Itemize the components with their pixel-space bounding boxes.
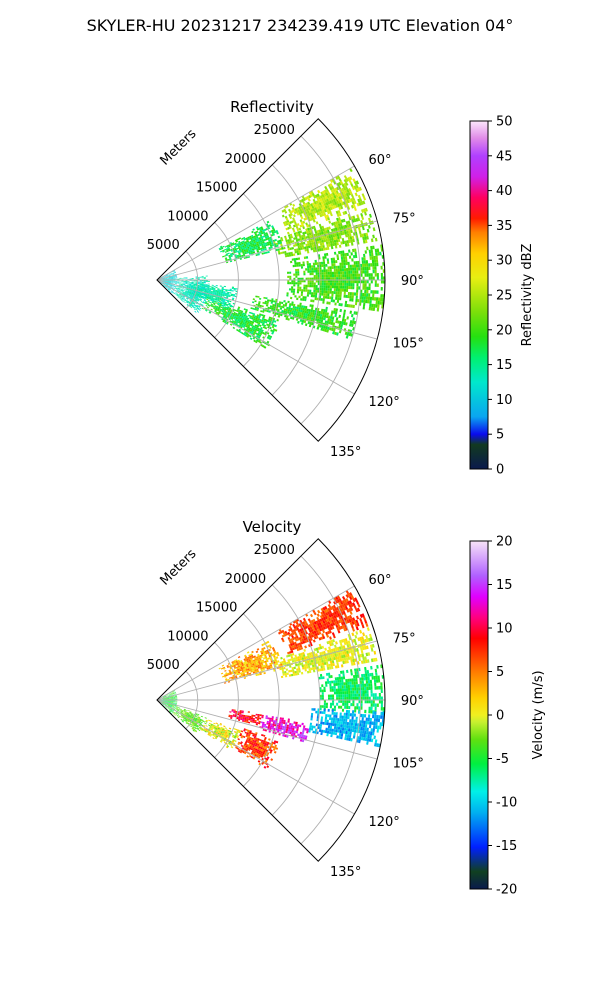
range-tick-label: 20000	[225, 572, 266, 587]
colorbar-tick-label: 50	[496, 115, 513, 130]
echo-region	[272, 627, 378, 679]
colorbar-tick-label: 0	[496, 709, 504, 724]
colorbar-label: Velocity (m/s)	[531, 670, 546, 759]
colorbar-tick-label: 20	[496, 323, 513, 338]
sector-frame	[156, 118, 386, 442]
range-tick-label: 5000	[147, 658, 180, 673]
azimuth-spoke	[156, 165, 355, 281]
sector-frame	[156, 538, 386, 862]
azimuth-spoke	[156, 699, 355, 815]
echo-region	[286, 244, 385, 312]
azimuth-spoke	[156, 699, 378, 760]
colorbar-tick-label: 5	[496, 665, 504, 680]
colorbar-tick-label: -20	[496, 883, 517, 898]
range-tick-label: 15000	[196, 601, 237, 616]
colorbar-tick-label: 40	[496, 184, 513, 199]
echo-region	[278, 590, 369, 655]
echo-region	[250, 295, 359, 339]
azimuth-tick-label: 105°	[393, 337, 424, 352]
range-tick-label: 10000	[167, 209, 208, 224]
range-tick-label: 5000	[147, 238, 180, 253]
azimuth-tick-label: 105°	[393, 757, 424, 772]
figure-suptitle: SKYLER-HU 20231217 234239.419 UTC Elevat…	[87, 16, 514, 35]
echo-region	[228, 709, 262, 726]
range-tick-label: 25000	[254, 543, 295, 558]
colorbar-tick-label: 5	[496, 428, 504, 443]
azimuth-tick-label: 120°	[368, 815, 399, 830]
colorbar-label: Reflectivity dBZ	[520, 244, 535, 347]
echo-region	[318, 664, 385, 715]
azimuth-tick-label: 75°	[393, 211, 416, 226]
azimuth-spoke	[156, 279, 378, 340]
colorbar-tick-label: 25	[496, 289, 513, 304]
colorbar-tick-label: -5	[496, 752, 509, 767]
colorbar-tick-label: 15	[496, 358, 513, 373]
azimuth-spoke	[156, 279, 355, 395]
range-tick-label: 25000	[254, 123, 295, 138]
colorbar-tick-label: 10	[496, 393, 513, 408]
colorbar-tick-label: 15	[496, 578, 513, 593]
range-tick-label: 20000	[225, 152, 266, 167]
azimuth-tick-label: 90°	[401, 274, 424, 289]
azimuth-tick-label: 135°	[330, 865, 361, 880]
azimuth-spoke	[156, 640, 378, 701]
colorbar-tick-label: 20	[496, 535, 513, 550]
panel-title: Reflectivity	[230, 98, 314, 116]
range-tick-label: 10000	[167, 629, 208, 644]
polar-grid	[156, 538, 386, 862]
azimuth-spoke	[156, 220, 378, 281]
echo-region	[234, 728, 279, 769]
azimuth-tick-labels: 60° 75° 90° 105° 120° 135°	[330, 153, 424, 460]
azimuth-tick-label: 90°	[401, 694, 424, 709]
colorbar-gradient	[469, 120, 489, 470]
echo-region	[200, 719, 242, 749]
azimuth-tick-label: 60°	[368, 573, 391, 588]
azimuth-tick-label: 75°	[393, 631, 416, 646]
panel-title: Velocity	[243, 518, 302, 536]
range-tick-labels: 5000 10000 15000 20000 25000	[147, 123, 295, 253]
colorbar-tick-label: -15	[496, 839, 517, 854]
colorbar-tick-label: 0	[496, 463, 504, 478]
colorbar-tick-label: 10	[496, 622, 513, 637]
azimuth-tick-labels: 60° 75° 90° 105° 120° 135°	[330, 573, 424, 880]
range-tick-label: 15000	[196, 181, 237, 196]
azimuth-tick-label: 135°	[330, 445, 361, 460]
colorbar-tick-label: 30	[496, 254, 513, 269]
polar-grid	[156, 118, 386, 442]
azimuth-spoke	[156, 585, 355, 701]
range-tick-labels: 5000 10000 15000 20000 25000	[147, 543, 295, 673]
colorbar-tick-label: 45	[496, 149, 513, 164]
colorbar-tick-label: 35	[496, 219, 513, 234]
azimuth-tick-label: 120°	[368, 395, 399, 410]
azimuth-tick-label: 60°	[368, 153, 391, 168]
colorbar-tick-label: -10	[496, 796, 517, 811]
reflectivity-colorbar: 0 5 10 15 20 25 30 35 40 45 50	[469, 115, 513, 478]
echo-region	[259, 714, 309, 743]
echo-region	[218, 220, 284, 264]
velocity-colorbar: -20 -15 -10 -5 0 5 10 15 20	[469, 535, 517, 898]
colorbar-gradient	[469, 540, 489, 890]
